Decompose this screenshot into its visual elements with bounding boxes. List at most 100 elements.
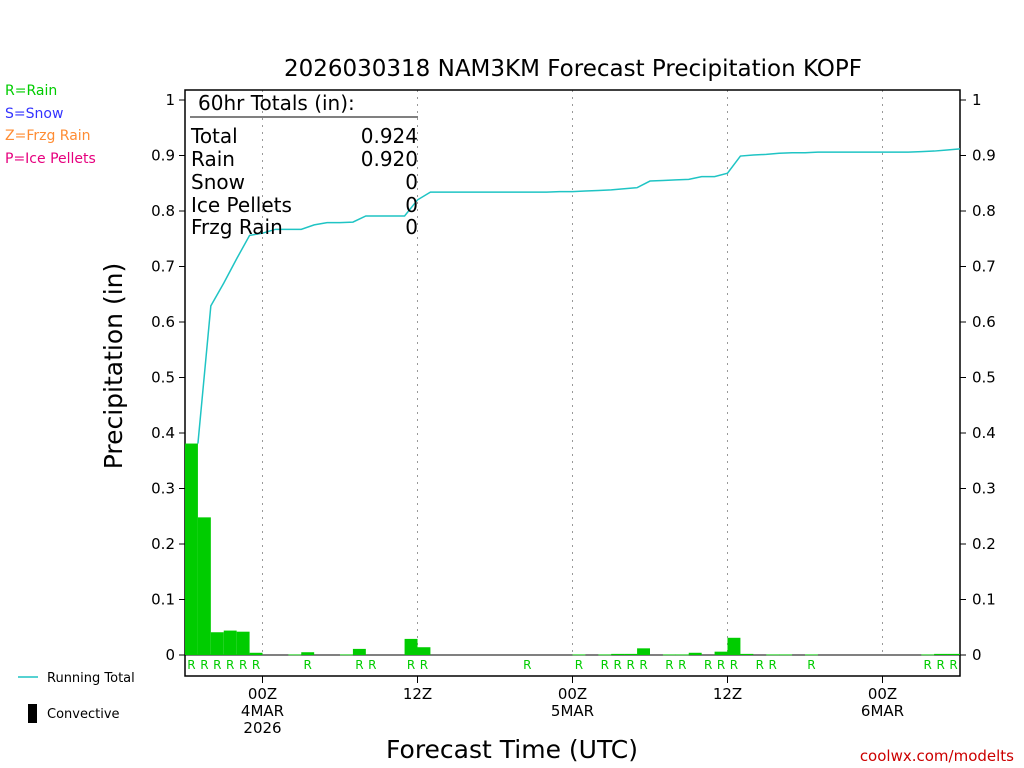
totals-box: 60hr Totals (in): Total 0.924 Rain 0.920… (190, 91, 418, 239)
y-tick-label-right: 0.2 (972, 535, 996, 553)
ptype-label: R (368, 658, 376, 672)
ptype-label: R (407, 658, 415, 672)
y-tick-label-left: 0.3 (151, 480, 175, 498)
totals-value-total: 0.924 (361, 124, 418, 148)
totals-value-ice-pellets: 0 (405, 193, 418, 217)
precip-bar (921, 654, 935, 656)
y-tick-label-right: 0.5 (972, 369, 996, 387)
precip-bar (805, 654, 818, 656)
ptype-label: R (704, 658, 712, 672)
y-tick-label-right: 0.6 (972, 313, 996, 331)
precip-bar (404, 638, 418, 655)
ptype-label: R (523, 658, 531, 672)
ptype-label: R (924, 658, 932, 672)
x-tick-label: 12Z (713, 685, 742, 703)
y-tick-label-right: 0.1 (972, 591, 996, 609)
chart-title: 2026030318 NAM3KM Forecast Precipitation… (284, 56, 862, 82)
legend-snow: S=Snow (5, 106, 63, 122)
y-axis-title: Precipitation (in) (99, 263, 128, 470)
precip-bar (779, 654, 793, 656)
ptype-label: R (665, 658, 673, 672)
ptype-label: R (575, 658, 583, 672)
totals-value-snow: 0 (405, 170, 418, 194)
ptype-label: R (200, 658, 208, 672)
y-tick-label-right: 0.3 (972, 480, 996, 498)
precip-bar (417, 647, 431, 655)
running-total-legend-label: Running Total (47, 671, 135, 686)
ptype-label: R (304, 658, 312, 672)
x-tick-label: 00Z (868, 685, 897, 703)
legend-ice-pellets: P=Ice Pellets (5, 151, 96, 167)
precip-bar (236, 631, 250, 655)
y-tick-label-left: 0.6 (151, 313, 175, 331)
precip-bar (934, 653, 948, 655)
precip-bar (223, 630, 237, 655)
y-tick-label-left: 0.7 (151, 258, 175, 276)
y-axis-right: 1 0.9 0.8 0.7 0.6 0.5 0.4 0.3 0.2 0.1 0 (960, 91, 996, 664)
precip-bar (572, 654, 586, 656)
precip-bars (185, 443, 960, 656)
ptype-label: R (626, 658, 634, 672)
precip-bar (197, 517, 211, 655)
ptype-label: R (614, 658, 622, 672)
ptype-label: R (678, 658, 686, 672)
precip-bar (624, 653, 638, 655)
convective-legend-label: Convective (47, 707, 120, 722)
totals-label-ice-pellets: Ice Pellets (191, 193, 292, 217)
ptype-label: R (807, 658, 815, 672)
ptype-label: R (949, 658, 957, 672)
totals-label-total: Total (190, 124, 238, 148)
precip-bar (249, 652, 263, 655)
x-tick-label: 00Z (558, 685, 587, 703)
precip-bar (947, 653, 960, 655)
ptype-label: R (717, 658, 725, 672)
y-axis-left: 1 0.9 0.8 0.7 0.6 0.5 0.4 0.3 0.2 0.1 0 (151, 91, 185, 664)
y-tick-label-left: 0.2 (151, 535, 175, 553)
precip-bar (727, 637, 741, 655)
precip-bar (662, 654, 676, 656)
y-tick-label-left: 1 (165, 91, 175, 109)
x-axis-title: Forecast Time (UTC) (386, 735, 638, 764)
precip-bar (740, 653, 754, 655)
legend-frzg-rain: Z=Frzg Rain (5, 128, 91, 144)
precip-bar (675, 654, 689, 656)
ptype-label: R (639, 658, 647, 672)
y-tick-label-left: 0 (165, 646, 175, 664)
ptype-label: R (601, 658, 609, 672)
precip-bar (340, 654, 353, 656)
ptype-label: R (769, 658, 777, 672)
ptype-label: R (226, 658, 234, 672)
totals-value-rain: 0.920 (361, 147, 418, 171)
x-tick-label: 00Z (248, 685, 277, 703)
y-tick-label-right: 0.9 (972, 147, 996, 165)
y-tick-label-left: 0.9 (151, 147, 175, 165)
precip-bar (352, 648, 366, 655)
ptype-label: R (213, 658, 221, 672)
vertical-gridlines (262, 90, 883, 655)
ptype-label: R (936, 658, 944, 672)
precip-bar (688, 652, 702, 655)
totals-label-frzg-rain: Frzg Rain (191, 215, 283, 239)
y-tick-label-left: 0.4 (151, 424, 175, 442)
totals-header: 60hr Totals (in): (198, 91, 355, 115)
x-tick-label: 5MAR (551, 702, 594, 720)
y-tick-label-left: 0.8 (151, 202, 175, 220)
totals-value-frzg-rain: 0 (405, 215, 418, 239)
precip-bar (301, 652, 315, 655)
precip-bar (185, 443, 198, 655)
totals-label-rain: Rain (191, 147, 235, 171)
ptype-label: R (355, 658, 363, 672)
ptype-label: R (239, 658, 247, 672)
ptype-label: R (420, 658, 428, 672)
totals-label-snow: Snow (191, 170, 245, 194)
ptype-label: R (730, 658, 738, 672)
precip-bar (611, 653, 625, 655)
x-tick-label: 4MAR (241, 702, 284, 720)
ptype-label: R (756, 658, 764, 672)
y-tick-label-right: 0 (972, 646, 982, 664)
precip-bar (714, 651, 728, 655)
legend-rain: R=Rain (5, 83, 57, 99)
